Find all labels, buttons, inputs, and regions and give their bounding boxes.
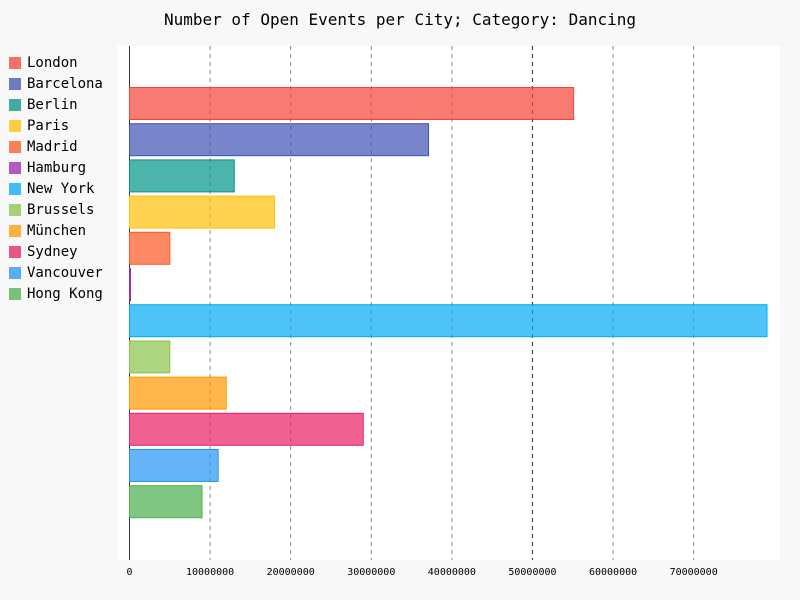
x-tick-label: 30000000 (347, 567, 395, 578)
legend-label: München (27, 222, 87, 239)
legend-item-paris[interactable]: Paris (9, 115, 103, 136)
legend-label: New York (27, 180, 95, 197)
bar-new-york (129, 304, 768, 338)
legend-swatch (9, 98, 21, 111)
legend-swatch (9, 140, 21, 153)
x-tick-label: 20000000 (267, 567, 315, 578)
x-tick-label: 0 (126, 567, 132, 578)
bar-barcelona (129, 123, 430, 157)
x-tick-label: 60000000 (589, 567, 637, 578)
legend-label: Vancouver (27, 264, 103, 281)
bar-brussels (129, 340, 171, 374)
legend-swatch (9, 119, 21, 132)
legend-item-hong-kong[interactable]: Hong Kong (9, 283, 103, 304)
legend-swatch (9, 224, 21, 237)
bar-vancouver (129, 449, 219, 482)
x-tick-label: 70000000 (670, 567, 718, 578)
legend-item-new-york[interactable]: New York (9, 178, 103, 199)
legend-label: Brussels (27, 201, 95, 218)
legend-item-munchen[interactable]: München (9, 220, 103, 241)
legend-label: Madrid (27, 138, 78, 155)
x-tick-label: 50000000 (508, 567, 556, 578)
legend-swatch (9, 56, 21, 69)
legend-item-madrid[interactable]: Madrid (9, 136, 103, 157)
legend-label: Barcelona (27, 75, 103, 92)
legend-swatch (9, 161, 21, 174)
bar-hong-kong (129, 485, 203, 519)
legend-swatch (9, 266, 21, 279)
legend-item-sydney[interactable]: Sydney (9, 241, 103, 262)
bar-munchen (129, 376, 227, 410)
bar-madrid (129, 231, 171, 265)
legend-item-hamburg[interactable]: Hamburg (9, 157, 103, 178)
legend-label: Sydney (27, 243, 78, 260)
legend-label: Berlin (27, 96, 78, 113)
x-tick-label: 10000000 (186, 567, 234, 578)
bar-berlin (129, 159, 235, 193)
legend-label: Hong Kong (27, 285, 103, 302)
bar-london (129, 87, 575, 120)
legend-label: Hamburg (27, 159, 87, 176)
legend-item-vancouver[interactable]: Vancouver (9, 262, 103, 283)
legend-label: Paris (27, 117, 70, 134)
legend-label: London (27, 54, 78, 71)
legend-swatch (9, 287, 21, 300)
legend: London Barcelona Berlin Paris Madrid Hamburg N… (9, 52, 103, 304)
legend-swatch (9, 203, 21, 216)
legend-swatch (9, 245, 21, 258)
legend-swatch (9, 77, 21, 90)
plot-background (117, 46, 780, 560)
chart-title: Number of Open Events per City; Category… (163, 10, 636, 29)
bar-paris (129, 195, 276, 229)
legend-item-brussels[interactable]: Brussels (9, 199, 103, 220)
legend-swatch (9, 182, 21, 195)
bar-hamburg (129, 268, 131, 301)
legend-item-berlin[interactable]: Berlin (9, 94, 103, 115)
bar-sydney (129, 412, 364, 446)
x-tick-label: 40000000 (428, 567, 476, 578)
legend-item-london[interactable]: London (9, 52, 103, 73)
legend-item-barcelona[interactable]: Barcelona (9, 73, 103, 94)
